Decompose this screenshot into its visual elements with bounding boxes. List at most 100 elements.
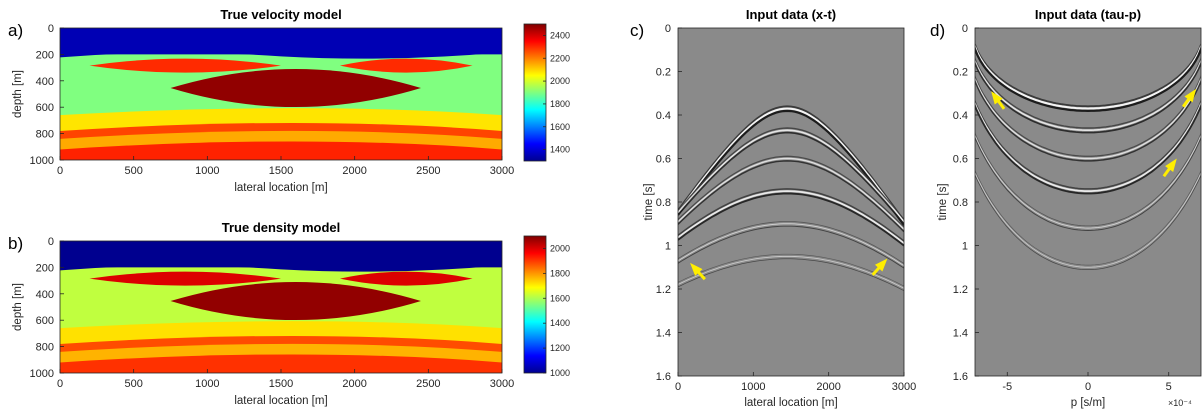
taup-event-5-trough-upper <box>975 169 1201 266</box>
xt-arrow-1-head <box>874 258 888 272</box>
velocity-xtick-label: 2000 <box>342 165 366 177</box>
taup-event-4-trough-upper <box>975 132 1201 227</box>
taup-ytick-label: 0.2 <box>953 67 968 79</box>
density-cb-tick-label: 1400 <box>550 318 570 328</box>
density-lens-left <box>89 271 281 286</box>
density-xtick-label: 1500 <box>269 378 293 390</box>
velocity-ytick-label: 800 <box>36 129 54 141</box>
taup-xtick-label: -5 <box>1002 381 1012 393</box>
ylabel-taup: time [s] <box>937 183 949 220</box>
velocity-cb-tick-label: 2000 <box>550 76 570 86</box>
velocity-xtick-label: 0 <box>57 165 63 177</box>
velocity-xtick-label: 3000 <box>490 165 514 177</box>
xt-event-1-trough-lower <box>678 131 904 225</box>
velocity-colorbar <box>523 23 547 162</box>
density-cb-tick-label: 1600 <box>550 293 570 303</box>
taup-background <box>975 28 1201 376</box>
xt-event-1-peak <box>678 129 904 223</box>
taup-event-1-peak <box>975 58 1201 131</box>
xt-event-2-peak <box>678 157 904 230</box>
xlabel-taup: p [s/m] <box>1071 397 1106 409</box>
density-xtick-label: 2000 <box>342 378 366 390</box>
xt-ytick-label: 1.2 <box>656 284 671 296</box>
taup-event-0-peak <box>975 41 1201 110</box>
taup-event-0-trough-upper <box>975 39 1201 108</box>
xt-xtick-label: 3000 <box>892 381 916 393</box>
taup-ytick-label: 0.4 <box>953 110 968 122</box>
panel-label-d: d) <box>930 21 945 40</box>
xt-event-0-trough-lower <box>678 109 904 226</box>
density-xtick-label: 500 <box>124 378 142 390</box>
density-xtick-label: 1000 <box>195 378 219 390</box>
xt-event-3-trough-lower <box>678 192 904 247</box>
xlabel-velocity: lateral location [m] <box>234 182 327 194</box>
taup-event-5-peak <box>975 171 1201 268</box>
xlabel-density: lateral location [m] <box>234 395 327 407</box>
title-velocity: True velocity model <box>220 7 341 22</box>
velocity-model-panel <box>60 28 502 160</box>
taup-arrow-0-head <box>991 91 1003 105</box>
taup-event-2-peak <box>975 76 1201 160</box>
xt-ytick-label: 0.6 <box>656 154 671 166</box>
taup-event-1-trough-lower <box>975 61 1201 134</box>
xt-ytick-label: 0.4 <box>656 110 671 122</box>
taup-xtick-label: 5 <box>1166 381 1172 393</box>
velocity-ytick-label: 400 <box>36 76 54 88</box>
velocity-ytick-label: 200 <box>36 49 54 61</box>
density-ytick-label: 800 <box>36 342 54 354</box>
density-xtick-label: 2500 <box>416 378 440 390</box>
density-cb-tick-label: 1200 <box>550 343 570 353</box>
velocity-ytick-label: 1000 <box>30 155 54 167</box>
velocity-layer-layer-4 <box>60 141 502 160</box>
taup-ytick-label: 1.4 <box>953 328 968 340</box>
taup-event-2-trough-lower <box>975 79 1201 162</box>
density-ytick-label: 0 <box>48 236 54 248</box>
xt-event-2-trough-lower <box>678 160 904 233</box>
taup-arrow-1-head <box>1165 158 1177 172</box>
xt-xtick-label: 2000 <box>816 381 840 393</box>
velocity-xtick-label: 500 <box>124 165 142 177</box>
xt-ytick-label: 1 <box>665 241 671 253</box>
velocity-image <box>60 28 502 160</box>
taup-ytick-label: 0.6 <box>953 154 968 166</box>
velocity-xtick-label: 1000 <box>195 165 219 177</box>
xt-event-3-peak <box>678 190 904 244</box>
taup-event-3-peak <box>975 101 1201 192</box>
taup-data-panel <box>975 28 1201 376</box>
xt-arrow-0-head <box>690 262 703 276</box>
taup-events <box>975 39 1201 270</box>
density-cb-tick-label: 2000 <box>550 243 570 253</box>
xt-event-4-trough-upper <box>678 221 904 264</box>
xt-event-4-peak <box>678 223 904 267</box>
taup-ytick-label: 1 <box>962 241 968 253</box>
velocity-lens-right <box>339 58 473 73</box>
xt-data-panel <box>678 28 904 376</box>
velocity-cb-tick-label: 2400 <box>550 30 570 40</box>
xt-events <box>678 105 904 292</box>
taup-event-5-trough-lower <box>975 174 1201 270</box>
xt-event-1-trough-upper <box>678 127 904 220</box>
density-water <box>60 241 502 272</box>
xt-ytick-label: 1.4 <box>656 328 671 340</box>
title-taup: Input data (tau-p) <box>1035 7 1141 22</box>
xt-event-5-trough-lower <box>678 258 904 292</box>
xt-event-3-trough-upper <box>678 188 904 242</box>
density-model-panel <box>60 241 502 373</box>
ylabel-xt: time [s] <box>643 183 655 220</box>
taup-event-4-peak <box>975 134 1201 229</box>
density-lens-center <box>170 282 421 321</box>
xt-event-2-trough-upper <box>678 155 904 228</box>
density-colorbar <box>523 235 547 374</box>
density-layer-layer-4 <box>60 354 502 373</box>
xt-event-5-peak <box>678 255 904 289</box>
velocity-lens-center <box>170 69 421 108</box>
density-cb-tick-label: 1000 <box>550 368 570 378</box>
density-ytick-label: 1000 <box>30 368 54 380</box>
density-xtick-label: 3000 <box>490 378 514 390</box>
xt-ytick-label: 0.8 <box>656 197 671 209</box>
xt-event-0-peak <box>678 107 904 224</box>
density-image <box>60 241 502 373</box>
density-ytick-label: 400 <box>36 289 54 301</box>
title-density: True density model <box>222 220 340 235</box>
